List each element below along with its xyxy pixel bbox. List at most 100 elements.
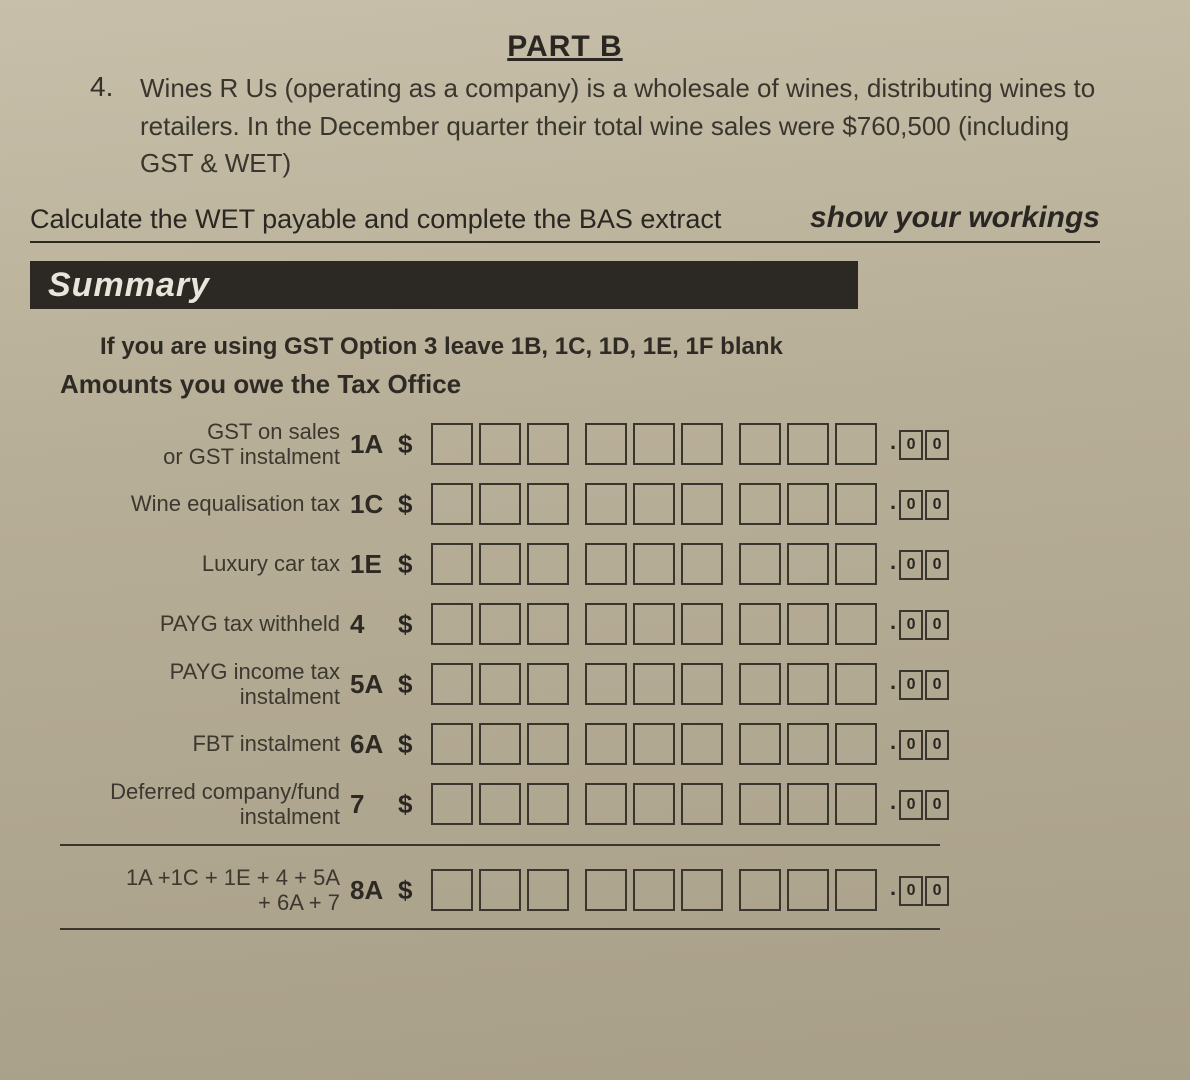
dollar-sign: $ bbox=[398, 489, 428, 520]
digit-box[interactable] bbox=[527, 783, 569, 825]
dollar-sign: $ bbox=[398, 609, 428, 640]
digit-box[interactable] bbox=[633, 543, 675, 585]
digit-box[interactable] bbox=[739, 783, 781, 825]
digit-box[interactable] bbox=[681, 723, 723, 765]
digit-box[interactable] bbox=[479, 423, 521, 465]
digit-box[interactable] bbox=[431, 663, 473, 705]
digit-box[interactable] bbox=[479, 663, 521, 705]
digit-box[interactable] bbox=[431, 869, 473, 911]
digit-box[interactable] bbox=[835, 603, 877, 645]
digit-box[interactable] bbox=[431, 423, 473, 465]
digit-box[interactable] bbox=[479, 869, 521, 911]
digit-box[interactable] bbox=[585, 423, 627, 465]
digit-box[interactable] bbox=[835, 723, 877, 765]
digit-box[interactable] bbox=[585, 723, 627, 765]
thousands-separator-gap bbox=[726, 783, 736, 825]
digit-box[interactable] bbox=[527, 423, 569, 465]
digit-box[interactable] bbox=[787, 783, 829, 825]
digit-box[interactable] bbox=[681, 783, 723, 825]
digit-box[interactable] bbox=[739, 723, 781, 765]
cents-suffix: .00 bbox=[890, 489, 950, 520]
digit-box[interactable] bbox=[739, 543, 781, 585]
digit-box[interactable] bbox=[787, 483, 829, 525]
digit-box[interactable] bbox=[835, 869, 877, 911]
digit-box[interactable] bbox=[527, 663, 569, 705]
dollar-sign: $ bbox=[398, 875, 428, 906]
row-label: PAYG tax withheld bbox=[60, 611, 350, 636]
digit-box[interactable] bbox=[585, 869, 627, 911]
thousands-separator-gap bbox=[572, 783, 582, 825]
digit-box[interactable] bbox=[431, 783, 473, 825]
digit-box[interactable] bbox=[527, 603, 569, 645]
digit-box[interactable] bbox=[739, 663, 781, 705]
digit-box[interactable] bbox=[527, 543, 569, 585]
instruction-left: Calculate the WET payable and complete t… bbox=[30, 204, 721, 235]
digit-box[interactable] bbox=[787, 423, 829, 465]
digit-box[interactable] bbox=[835, 483, 877, 525]
instruction-right: show your workings bbox=[810, 201, 1100, 235]
divider-below-total bbox=[60, 928, 940, 930]
digit-box[interactable] bbox=[633, 663, 675, 705]
row-code: 4 bbox=[350, 609, 398, 640]
digit-box[interactable] bbox=[585, 543, 627, 585]
amount-boxes bbox=[428, 869, 880, 911]
digit-box[interactable] bbox=[681, 483, 723, 525]
digit-box[interactable] bbox=[479, 483, 521, 525]
digit-box[interactable] bbox=[835, 423, 877, 465]
digit-box[interactable] bbox=[787, 603, 829, 645]
digit-box[interactable] bbox=[835, 783, 877, 825]
digit-box[interactable] bbox=[787, 723, 829, 765]
digit-box[interactable] bbox=[787, 663, 829, 705]
digit-box[interactable] bbox=[479, 723, 521, 765]
digit-box[interactable] bbox=[431, 483, 473, 525]
digit-box[interactable] bbox=[431, 543, 473, 585]
row-code: 1A bbox=[350, 429, 398, 460]
form-row-5a: PAYG income taxinstalment5A$.00 bbox=[60, 654, 1100, 714]
digit-box[interactable] bbox=[739, 483, 781, 525]
digit-box[interactable] bbox=[527, 483, 569, 525]
form-row-1e: Luxury car tax1E$.00 bbox=[60, 534, 1100, 594]
part-title: PART B bbox=[30, 30, 1100, 64]
digit-box[interactable] bbox=[633, 423, 675, 465]
digit-box[interactable] bbox=[527, 723, 569, 765]
digit-box[interactable] bbox=[681, 543, 723, 585]
digit-box[interactable] bbox=[633, 869, 675, 911]
thousands-separator-gap bbox=[726, 603, 736, 645]
digit-box[interactable] bbox=[633, 723, 675, 765]
digit-box[interactable] bbox=[431, 723, 473, 765]
row-code: 5A bbox=[350, 669, 398, 700]
digit-box[interactable] bbox=[633, 783, 675, 825]
digit-box[interactable] bbox=[787, 869, 829, 911]
digit-box[interactable] bbox=[585, 663, 627, 705]
digit-box[interactable] bbox=[479, 603, 521, 645]
row-label: GST on salesor GST instalment bbox=[60, 419, 350, 470]
digit-box[interactable] bbox=[633, 483, 675, 525]
thousands-separator-gap bbox=[726, 423, 736, 465]
digit-box[interactable] bbox=[681, 603, 723, 645]
digit-box[interactable] bbox=[479, 783, 521, 825]
cents-suffix: .00 bbox=[890, 609, 950, 640]
form-row-4: PAYG tax withheld4$ .00 bbox=[60, 594, 1100, 654]
digit-box[interactable] bbox=[681, 663, 723, 705]
digit-box[interactable] bbox=[681, 869, 723, 911]
digit-box[interactable] bbox=[431, 603, 473, 645]
digit-box[interactable] bbox=[739, 603, 781, 645]
digit-box[interactable] bbox=[585, 483, 627, 525]
worksheet-page: PART B 4. Wines R Us (operating as a com… bbox=[0, 0, 1190, 1080]
instruction-row: Calculate the WET payable and complete t… bbox=[30, 201, 1100, 243]
digit-box[interactable] bbox=[479, 543, 521, 585]
digit-box[interactable] bbox=[527, 869, 569, 911]
digit-box[interactable] bbox=[585, 603, 627, 645]
digit-box[interactable] bbox=[585, 783, 627, 825]
form-row-total-8a: 1A +1C + 1E + 4 + 5A+ 6A + 78A$.00 bbox=[60, 860, 1100, 920]
digit-box[interactable] bbox=[739, 423, 781, 465]
amount-boxes bbox=[428, 423, 880, 465]
digit-box[interactable] bbox=[681, 423, 723, 465]
digit-box[interactable] bbox=[739, 869, 781, 911]
digit-box[interactable] bbox=[835, 543, 877, 585]
digit-box[interactable] bbox=[633, 603, 675, 645]
digit-box[interactable] bbox=[835, 663, 877, 705]
amount-boxes bbox=[428, 783, 880, 825]
row-label: Deferred company/fundinstalment bbox=[60, 779, 350, 830]
digit-box[interactable] bbox=[787, 543, 829, 585]
